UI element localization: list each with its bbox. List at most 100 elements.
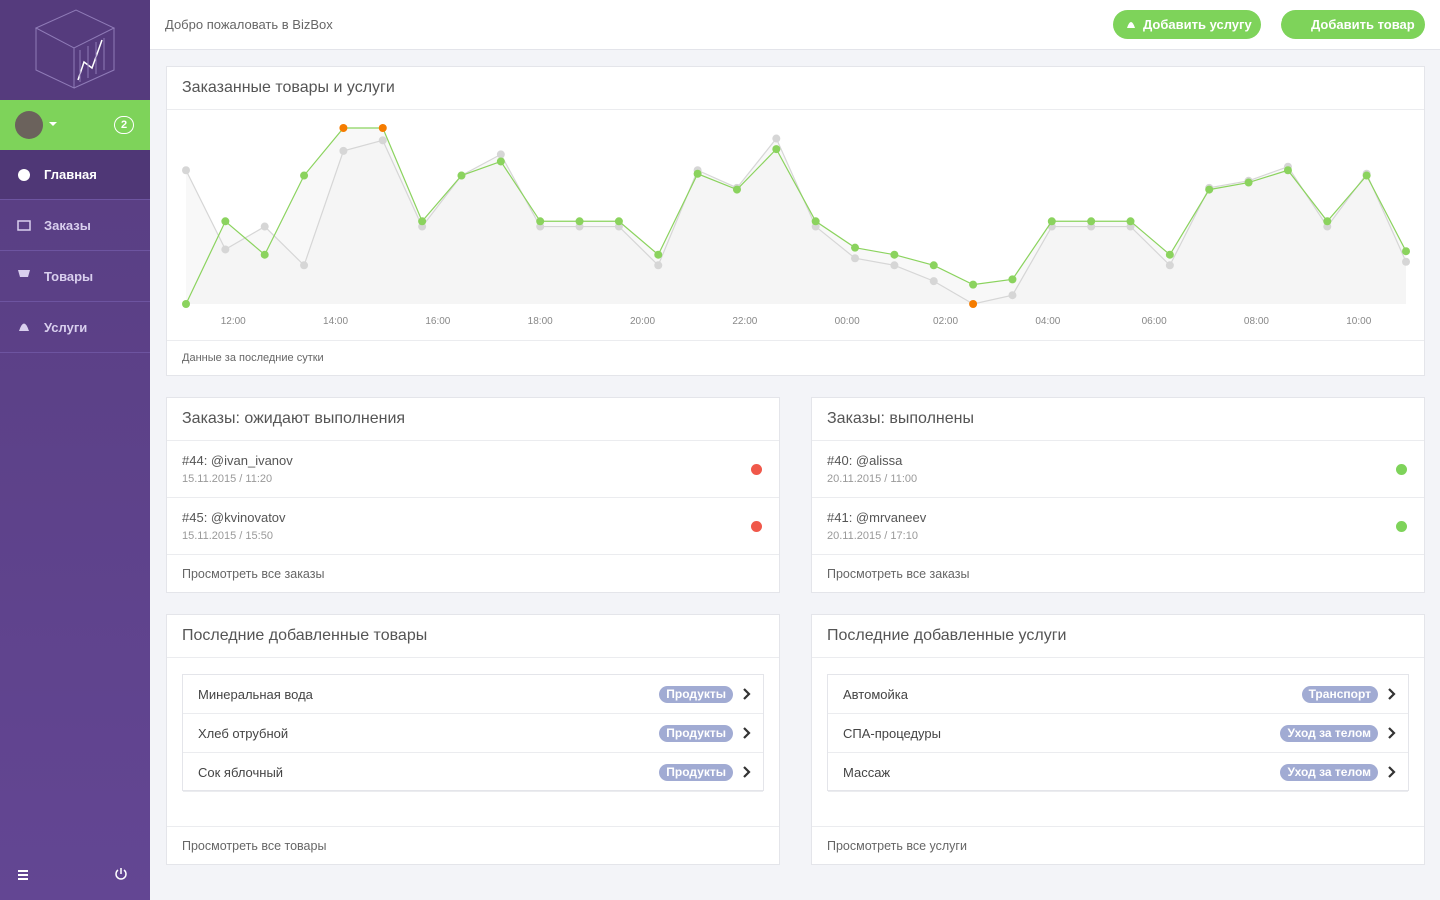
point xyxy=(811,217,820,226)
point xyxy=(969,300,978,308)
panel-title: Заказанные товары и услуги xyxy=(182,79,395,96)
list-item[interactable]: Минеральная вода Продукты xyxy=(183,675,763,714)
panel-footer[interactable]: Просмотреть все товары xyxy=(182,839,327,853)
order[interactable]: #45: @kvinovatov 15.11.2015 / 15:50 xyxy=(182,510,286,542)
item-name[interactable]: Сок яблочный xyxy=(198,765,284,780)
list-item[interactable]: Массаж Уход за телом xyxy=(828,753,1408,792)
chevron[interactable] xyxy=(1388,688,1396,700)
panel-title: Последние добавленные услуги xyxy=(827,627,1067,644)
point xyxy=(772,145,781,154)
products-panel: Последние добавленные товары Минеральная… xyxy=(166,614,780,865)
item-name[interactable]: Хлеб отрубной xyxy=(198,726,289,741)
point xyxy=(1087,217,1096,226)
list-item[interactable]: СПА-процедуры Уход за телом xyxy=(828,714,1408,753)
point xyxy=(300,171,309,180)
chevron[interactable] xyxy=(1388,766,1396,778)
panel-title: Последние добавленные товары xyxy=(182,627,428,644)
order[interactable]: #41: @mrvaneev 20.11.2015 / 17:10 xyxy=(827,510,926,542)
panel-title: Заказы: выполнены xyxy=(827,410,974,427)
item-name[interactable]: Массаж xyxy=(843,765,891,780)
x-tick-label: 20:00 xyxy=(630,316,655,327)
x-tick-label: 04:00 xyxy=(1035,316,1060,327)
panel-footer[interactable]: Просмотреть все заказы xyxy=(182,567,325,581)
point xyxy=(890,261,899,270)
point xyxy=(378,124,387,132)
point xyxy=(654,261,663,270)
tag: Продукты xyxy=(659,686,733,703)
point xyxy=(536,217,545,226)
badge[interactable]: 2 xyxy=(114,116,134,134)
x-tick-label: 16:00 xyxy=(425,316,450,327)
point xyxy=(300,261,309,270)
order-date: 15.11.2015 / 11:20 xyxy=(182,473,273,485)
point xyxy=(182,300,190,308)
point xyxy=(575,217,584,226)
point xyxy=(1126,217,1135,226)
divider xyxy=(812,497,1424,498)
topbar: Добро пожаловать в BizBox Добавить услуг… xyxy=(150,0,1440,50)
order-title[interactable]: #40: @alissa xyxy=(827,453,903,468)
point xyxy=(1323,217,1332,226)
point xyxy=(1362,171,1371,180)
point xyxy=(929,261,938,270)
point xyxy=(693,169,702,178)
order-date: 15.11.2015 / 15:50 xyxy=(182,530,273,542)
button-label[interactable]: Добавить услугу xyxy=(1143,17,1252,32)
point xyxy=(182,166,190,175)
point xyxy=(1402,247,1410,256)
point xyxy=(929,277,938,286)
item-name[interactable]: Минеральная вода xyxy=(198,687,313,702)
button-label[interactable]: Добавить товар xyxy=(1311,17,1415,32)
divider xyxy=(167,109,1424,110)
tag: Транспорт xyxy=(1301,686,1378,703)
divider xyxy=(167,340,1424,341)
tag: Уход за телом xyxy=(1280,764,1378,781)
point xyxy=(1402,257,1410,266)
chevron[interactable] xyxy=(743,727,751,739)
point xyxy=(1165,261,1174,270)
order[interactable]: #40: @alissa 20.11.2015 / 11:00 xyxy=(827,453,917,485)
list-item[interactable]: Сок яблочный Продукты xyxy=(183,753,763,792)
x-tick-label: 10:00 xyxy=(1346,316,1371,327)
list: Автомойка Транспорт СПА-процедуры Уход за т… xyxy=(827,674,1409,792)
point xyxy=(1008,291,1017,300)
status-dot xyxy=(1396,464,1407,475)
button-icons xyxy=(1127,20,1282,28)
menu-item[interactable]: Услуги xyxy=(0,303,150,353)
x-tick-label: 22:00 xyxy=(732,316,757,327)
list-item[interactable]: Хлеб отрубной Продукты xyxy=(183,714,763,753)
divider xyxy=(812,440,1424,441)
order[interactable]: #44: @ivan_ivanov 15.11.2015 / 11:20 xyxy=(182,453,293,485)
item-name[interactable]: Автомойка xyxy=(843,687,908,702)
divider xyxy=(167,657,779,658)
order-title[interactable]: #45: @kvinovatov xyxy=(182,510,286,525)
chevron[interactable] xyxy=(743,688,751,700)
avatar[interactable] xyxy=(15,111,43,139)
point xyxy=(496,150,505,159)
user-bar[interactable]: 2 xyxy=(0,100,150,150)
point xyxy=(221,245,230,254)
divider xyxy=(167,497,779,498)
point xyxy=(221,217,230,226)
order-title[interactable]: #41: @mrvaneev xyxy=(827,510,927,525)
menu-item[interactable]: Заказы xyxy=(0,201,150,251)
list-item[interactable]: Автомойка Транспорт xyxy=(828,675,1408,714)
add-product-button[interactable]: Добавить товар xyxy=(1281,10,1425,39)
panel-footer[interactable]: Просмотреть все заказы xyxy=(827,567,970,581)
divider xyxy=(167,826,779,827)
order-title[interactable]: #44: @ivan_ivanov xyxy=(182,453,293,468)
item-name[interactable]: СПА-процедуры xyxy=(843,726,941,741)
point xyxy=(339,124,348,132)
chevron[interactable] xyxy=(1388,727,1396,739)
sidebar-tools[interactable] xyxy=(17,867,137,883)
add-service-button[interactable]: Добавить услугу xyxy=(1113,10,1261,39)
status-dot xyxy=(1396,521,1407,532)
caret[interactable] xyxy=(49,122,57,130)
panel-footer[interactable]: Просмотреть все услуги xyxy=(827,839,967,853)
tag: Уход за телом xyxy=(1280,725,1378,742)
x-tick-label: 02:00 xyxy=(933,316,958,327)
menu-item[interactable]: Товары xyxy=(0,252,150,302)
point xyxy=(969,280,978,289)
chevron[interactable] xyxy=(743,766,751,778)
x-tick-label: 08:00 xyxy=(1244,316,1269,327)
